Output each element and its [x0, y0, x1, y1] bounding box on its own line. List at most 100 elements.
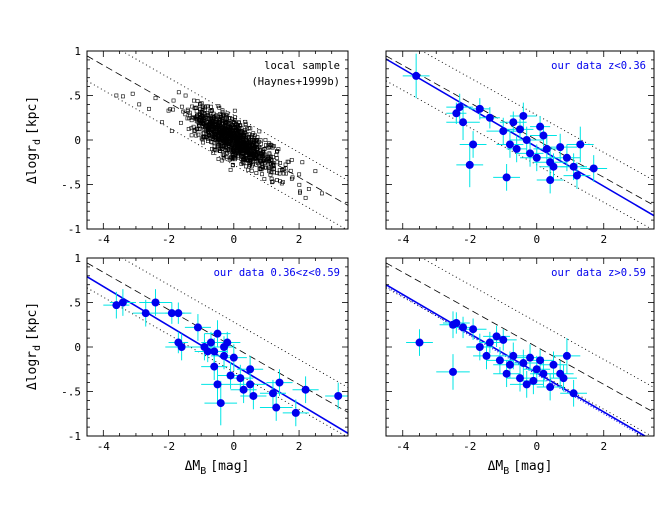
data-point: [589, 164, 598, 173]
data-point-local: [207, 116, 211, 120]
data-point-local: [185, 107, 190, 112]
data-point-local: [130, 91, 135, 96]
data-point-local: [214, 119, 219, 124]
x-tick-label: 0: [533, 233, 540, 246]
data-point: [249, 391, 258, 400]
data-point-local: [137, 102, 142, 107]
data-point: [291, 408, 300, 417]
data-point: [549, 360, 558, 369]
data-point-local: [283, 166, 288, 171]
data-point-local: [197, 122, 202, 127]
data-point-local: [218, 144, 223, 148]
data-point-local: [244, 154, 248, 159]
data-point-local: [232, 118, 237, 122]
data-point-local: [275, 178, 279, 182]
data-point-local: [266, 165, 271, 170]
data-point-local: [251, 140, 256, 145]
data-point: [334, 391, 343, 400]
data-point: [519, 359, 528, 368]
data-point-local: [200, 106, 205, 111]
data-point-local: [233, 137, 238, 142]
plot-area: [386, 51, 654, 229]
data-point-local: [239, 156, 244, 161]
x-tick-label: -2: [162, 233, 175, 246]
data-point-local: [241, 137, 245, 142]
data-point-local: [243, 122, 248, 127]
data-point-local: [270, 180, 274, 185]
data-point-local: [289, 158, 294, 162]
data-point-local: [254, 141, 259, 146]
data-point: [482, 351, 491, 360]
data-point-local: [277, 168, 282, 173]
data-point-local: [260, 172, 264, 177]
data-point-local: [254, 171, 259, 175]
data-point-local: [209, 109, 214, 114]
data-point-local: [260, 164, 265, 169]
data-point: [475, 343, 484, 351]
data-point: [539, 369, 548, 378]
data-point: [576, 140, 585, 149]
x-tick-label: -2: [463, 233, 476, 246]
data-point: [516, 125, 524, 134]
data-point-local: [194, 115, 199, 119]
data-point-local: [192, 106, 197, 111]
data-point: [569, 162, 578, 171]
data-point-local: [290, 175, 295, 180]
data-point-local: [313, 169, 318, 174]
data-point-local: [218, 149, 223, 153]
data-point-local: [211, 131, 216, 136]
data-point-local: [245, 140, 250, 145]
data-point: [502, 173, 511, 182]
y-tick-label: -.5: [61, 179, 81, 192]
data-point-local: [215, 144, 220, 149]
data-point-local: [221, 112, 225, 117]
x-tick-label: -4: [396, 233, 410, 246]
data-point-local: [303, 195, 308, 200]
data-point-local: [192, 129, 197, 134]
data-point: [556, 143, 565, 152]
data-point-local: [225, 111, 230, 116]
data-point: [569, 389, 578, 398]
data-point-local: [239, 152, 244, 157]
data-point: [151, 298, 160, 307]
data-point-local: [259, 141, 263, 146]
data-point-local: [206, 120, 211, 124]
data-point-local: [196, 132, 201, 137]
data-point: [465, 160, 474, 169]
data-point-local: [270, 145, 275, 150]
data-point-local: [249, 168, 254, 173]
data-point-local: [202, 118, 207, 122]
data-point-local: [206, 139, 210, 144]
data-point: [229, 353, 238, 362]
data-point-local: [283, 162, 288, 167]
data-point-local: [253, 156, 258, 161]
data-point: [459, 323, 468, 332]
data-point: [301, 385, 310, 394]
data-point-local: [196, 127, 201, 132]
data-point: [562, 153, 571, 162]
data-point: [495, 356, 504, 365]
data-point-local: [277, 179, 282, 184]
panel-annotation: our data 0.36<z<0.59: [214, 267, 340, 279]
data-point-local: [189, 118, 194, 123]
reference-line-dashed: [87, 55, 348, 206]
data-point-local: [200, 104, 205, 109]
data-point-local: [218, 115, 223, 120]
data-point-local: [220, 108, 225, 113]
data-point-local: [206, 133, 211, 138]
data-point-local: [231, 124, 236, 129]
data-point-local: [227, 121, 232, 126]
data-point-local: [210, 140, 215, 145]
data-point-local: [228, 116, 233, 120]
data-point-local: [240, 159, 245, 164]
data-point-local: [231, 132, 236, 137]
data-point-local: [195, 99, 200, 103]
data-point: [546, 383, 555, 392]
data-point: [268, 389, 277, 398]
data-point: [452, 109, 461, 118]
data-point-local: [222, 121, 227, 126]
data-point-local: [243, 143, 248, 148]
data-point: [522, 380, 531, 389]
plot-area: [386, 258, 654, 436]
x-tick-label: 0: [231, 233, 238, 246]
